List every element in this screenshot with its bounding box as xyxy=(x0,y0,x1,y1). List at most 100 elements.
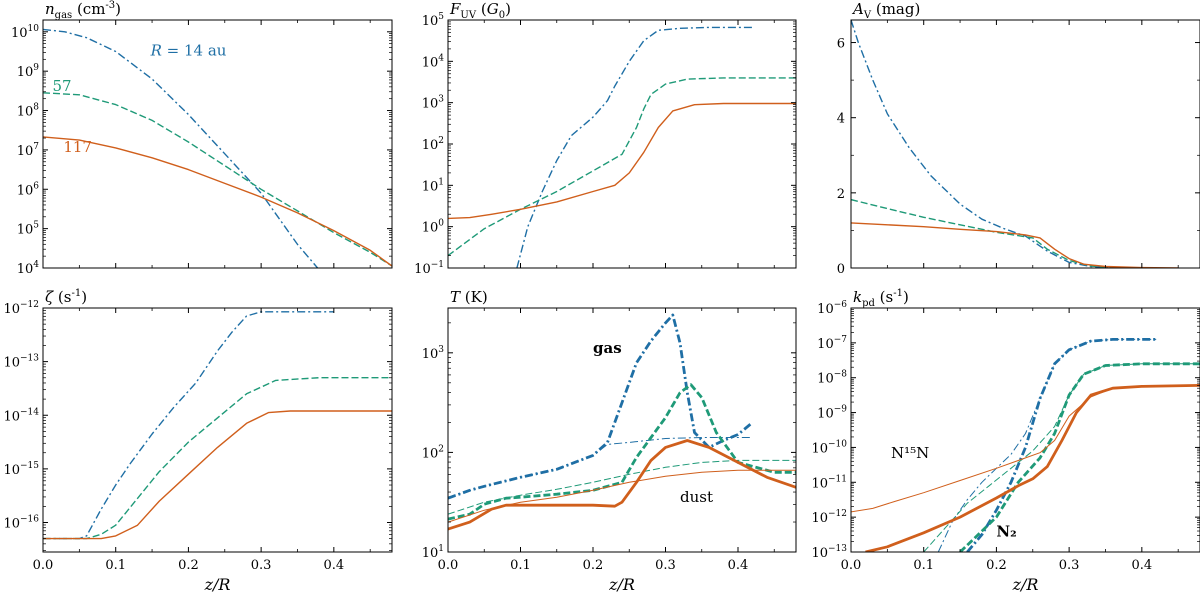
panel-temp: 0.0 0.1 0.2 0.3 0.4 z/R 101 102 103 T (K) gas dust xyxy=(422,288,797,594)
y-tick-label: 103 xyxy=(422,345,445,362)
y-tick-label: 10−9 xyxy=(817,405,847,422)
y-tick-label: 10−6 xyxy=(817,300,847,317)
y-tick-label: 100 xyxy=(422,219,445,236)
series-line-fuv-0 xyxy=(516,26,753,268)
panel-title-zeta: ζ (s-1) xyxy=(45,288,87,306)
annotation-ngas-1: 57 xyxy=(52,77,71,95)
y-tick-label: 10−11 xyxy=(811,474,847,491)
annotation-temp-0: gas xyxy=(593,339,622,357)
y-tick-label: 10−14 xyxy=(3,407,39,424)
x-tick-label: 0.4 xyxy=(323,558,344,573)
plot-frame-temp xyxy=(447,307,797,553)
plot-frame-ngas xyxy=(42,19,393,269)
series-line-av-2 xyxy=(851,222,1179,268)
annotation-kpd-0: N¹⁵N xyxy=(891,444,929,462)
y-tick-label: 4 xyxy=(837,112,845,127)
panel-title-av: AV (mag) xyxy=(851,0,920,21)
series-line-temp-2 xyxy=(448,383,796,521)
panel-fuv: 10−1 100 101 102 103 104 105 FUV (G0) xyxy=(414,0,797,277)
y-tick-label: 102 xyxy=(422,136,444,153)
y-tick-label: 10−12 xyxy=(811,509,847,526)
y-tick-label: 101 xyxy=(422,544,444,561)
series-line-kpd-5 xyxy=(851,384,1200,513)
x-tick-label: 0.2 xyxy=(178,558,199,573)
series-line-av-0 xyxy=(851,20,1113,268)
y-tick-label: 109 xyxy=(17,63,40,80)
series-line-temp-1 xyxy=(448,437,753,498)
y-tick-label: 10−13 xyxy=(3,354,39,371)
series-line-temp-5 xyxy=(448,469,796,523)
y-tick-label: 104 xyxy=(422,53,445,70)
x-axis-label: z/R xyxy=(1012,575,1039,594)
annotation-ngas-0: R = 14 au xyxy=(150,41,227,59)
y-tick-label: 103 xyxy=(422,95,445,112)
plot-frame-zeta xyxy=(42,307,393,553)
series-line-ngas-0 xyxy=(43,28,319,268)
y-tick-label: 102 xyxy=(422,444,444,461)
x-tick-label: 0.2 xyxy=(986,558,1007,573)
x-tick-label: 0.3 xyxy=(1059,558,1080,573)
y-tick-label: 10−8 xyxy=(817,370,847,387)
y-tick-label: 10−10 xyxy=(811,439,847,456)
series-line-ngas-2 xyxy=(43,136,392,267)
plot-frame-av xyxy=(850,19,1200,269)
x-tick-label: 0.1 xyxy=(913,558,934,573)
x-tick-label: 0.3 xyxy=(655,558,676,573)
series-line-temp-3 xyxy=(448,459,796,515)
series-line-ngas-1 xyxy=(43,92,392,267)
series-line-zeta-1 xyxy=(43,377,392,540)
panel-title-ngas: ngas (cm-3) xyxy=(45,0,121,21)
plot-frame-fuv xyxy=(447,19,797,269)
y-tick-label: 10−7 xyxy=(817,335,847,352)
x-tick-label: 0.1 xyxy=(510,558,531,573)
y-tick-label: 104 xyxy=(17,260,40,277)
x-axis-label: z/R xyxy=(608,575,635,594)
x-tick-label: 0.1 xyxy=(105,558,126,573)
x-tick-label: 0.0 xyxy=(33,558,54,573)
panel-title-temp: T (K) xyxy=(450,288,488,306)
x-tick-label: 0.0 xyxy=(841,558,862,573)
x-tick-label: 0.4 xyxy=(728,558,749,573)
x-tick-label: 0.2 xyxy=(583,558,604,573)
series-line-kpd-1 xyxy=(937,338,1157,552)
y-tick-label: 10−12 xyxy=(3,300,39,317)
y-tick-label: 108 xyxy=(17,103,40,120)
y-tick-label: 10−16 xyxy=(3,515,39,532)
series-line-kpd-4 xyxy=(865,384,1200,552)
panel-av: 0 2 4 6 AV (mag) xyxy=(837,0,1200,277)
x-axis-label: z/R xyxy=(204,575,231,594)
x-tick-label: 0.4 xyxy=(1131,558,1152,573)
annotation-ngas-2: 117 xyxy=(63,138,92,156)
series-line-kpd-0 xyxy=(966,337,1157,552)
series-line-zeta-2 xyxy=(43,410,392,540)
y-tick-label: 0 xyxy=(837,262,845,277)
y-tick-label: 105 xyxy=(17,221,40,238)
plot-frame-kpd xyxy=(850,307,1200,553)
series-line-kpd-3 xyxy=(923,363,1200,552)
y-tick-label: 1010 xyxy=(11,24,39,41)
x-tick-label: 0.0 xyxy=(438,558,459,573)
y-tick-label: 10−13 xyxy=(811,544,847,561)
x-tick-label: 0.3 xyxy=(251,558,272,573)
annotation-kpd-1: N₂ xyxy=(996,522,1016,540)
y-tick-label: 10−1 xyxy=(414,260,444,277)
panel-ngas: 104 105 106 107 108 109 1010 ngas (cm-3) R = 14 … xyxy=(11,0,393,277)
panel-kpd: 0.0 0.1 0.2 0.3 0.4 z/R 10−13 10−12 10−11 10−10 10… xyxy=(811,288,1200,594)
series-line-zeta-0 xyxy=(43,311,334,540)
y-tick-label: 106 xyxy=(17,181,40,198)
panel-title-fuv: FUV (G0) xyxy=(449,0,511,21)
series-line-av-1 xyxy=(851,198,1142,268)
y-tick-label: 101 xyxy=(422,177,444,194)
series-line-kpd-2 xyxy=(959,362,1200,552)
y-tick-label: 10−15 xyxy=(3,461,39,478)
y-tick-label: 2 xyxy=(837,187,845,202)
y-tick-label: 107 xyxy=(17,142,40,159)
panel-zeta: 0.0 0.1 0.2 0.3 0.4 z/R 10−16 10−15 10−14 10−13 10… xyxy=(3,288,393,594)
panel-title-kpd: kpd (s-1) xyxy=(853,288,909,309)
y-tick-label: 6 xyxy=(837,37,845,52)
annotation-temp-1: dust xyxy=(680,488,713,506)
series-line-temp-4 xyxy=(448,439,796,531)
y-tick-label: 105 xyxy=(422,12,445,29)
series-line-fuv-1 xyxy=(448,77,796,257)
